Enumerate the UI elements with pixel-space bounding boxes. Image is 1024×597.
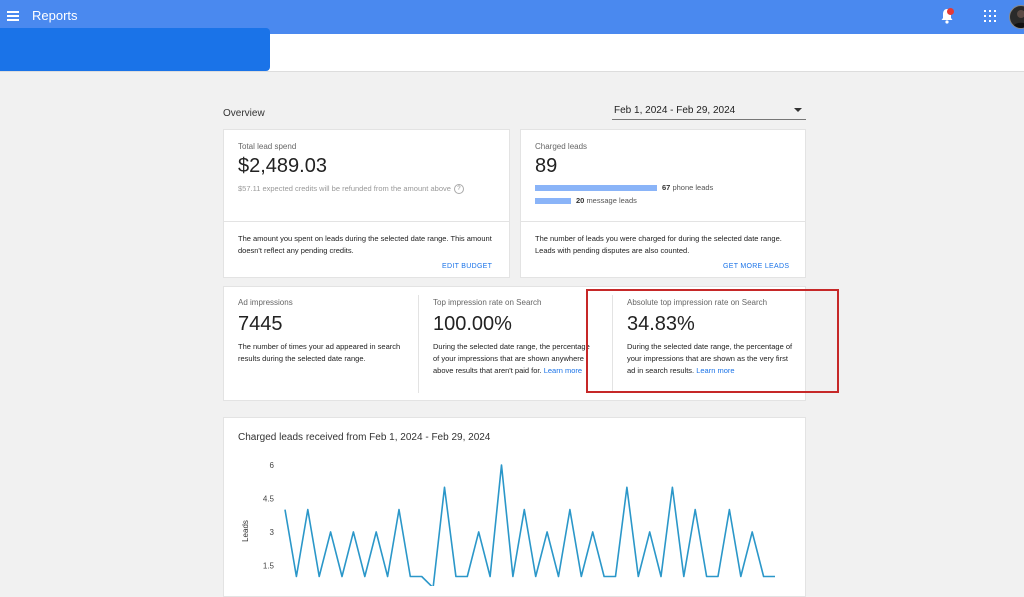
message-leads-legend: 20 message leads — [576, 196, 637, 205]
get-more-leads-button[interactable]: GET MORE LEADS — [723, 263, 790, 270]
charged-leads-label: Charged leads — [535, 142, 588, 151]
ad-impressions-value: 7445 — [238, 313, 283, 335]
lead-spend-description: The amount you spent on leads during the… — [238, 234, 492, 255]
card-divider — [224, 221, 509, 222]
credits-note: $57.11 expected credits will be refunded… — [238, 184, 464, 195]
top-rate-learn-more-link[interactable]: Learn more — [543, 366, 583, 375]
app-title: Reports — [32, 8, 78, 23]
chart-title: Charged leads received from Feb 1, 2024 … — [238, 432, 491, 443]
message-leads-bar — [535, 198, 571, 204]
user-avatar[interactable] — [1009, 5, 1024, 29]
lead-spend-card: Total lead spend $2,489.03 $57.11 expect… — [223, 129, 510, 278]
overview-heading: Overview — [223, 108, 265, 119]
abs-top-rate-learn-more-link[interactable]: Learn more — [696, 366, 735, 375]
y-tick-label: 3 — [270, 528, 275, 537]
top-rate-value: 100.00% — [433, 313, 512, 335]
lead-spend-label: Total lead spend — [238, 142, 297, 151]
ad-impressions-label: Ad impressions — [238, 298, 293, 307]
phone-leads-count: 67 — [662, 183, 671, 192]
dropdown-caret-icon — [794, 108, 802, 112]
abs-top-rate-description-text: During the selected date range, the perc… — [627, 342, 793, 375]
column-divider — [612, 295, 613, 393]
charged-leads-value: 89 — [535, 155, 558, 177]
y-tick-label: 4.5 — [263, 494, 275, 503]
date-range-value: Feb 1, 2024 - Feb 29, 2024 — [614, 105, 736, 116]
top-rate-description: During the selected date range, the perc… — [433, 341, 595, 377]
abs-top-rate-value: 34.83% — [627, 313, 695, 335]
abs-top-rate-description: During the selected date range, the perc… — [627, 341, 793, 377]
impressions-card: Ad impressions 7445 The number of times … — [223, 286, 806, 401]
message-leads-count: 20 — [576, 196, 585, 205]
credits-note-text: $57.11 expected credits will be refunded… — [238, 184, 451, 193]
leads-series-line — [284, 464, 775, 586]
menu-icon[interactable] — [7, 11, 19, 21]
abs-top-rate-label: Absolute top impression rate on Search — [627, 298, 768, 307]
notification-badge — [947, 8, 954, 15]
phone-leads-bar — [535, 185, 657, 191]
y-axis-label: Leads — [241, 520, 250, 542]
apps-grid-icon[interactable] — [984, 10, 996, 22]
account-banner — [0, 28, 270, 71]
help-icon[interactable]: ? — [453, 184, 464, 195]
edit-budget-button[interactable]: EDIT BUDGET — [442, 263, 493, 270]
highlight-annotation-box — [586, 289, 839, 393]
date-range-select[interactable]: Feb 1, 2024 - Feb 29, 2024 — [612, 100, 806, 120]
ad-impressions-description: The number of times your ad appeared in … — [238, 342, 401, 363]
card-divider — [521, 221, 805, 222]
lead-spend-value: $2,489.03 — [238, 155, 327, 177]
charged-leads-card: Charged leads 89 67 phone leads 20 messa… — [520, 129, 806, 278]
column-divider — [418, 295, 419, 393]
top-rate-label: Top impression rate on Search — [433, 298, 542, 307]
top-rate-description-text: During the selected date range, the perc… — [433, 342, 590, 375]
y-tick-label: 1.5 — [263, 561, 275, 570]
y-tick-label: 6 — [270, 461, 275, 470]
message-leads-text: message leads — [586, 196, 637, 205]
charged-leads-description: The number of leads you were charged for… — [535, 234, 782, 255]
phone-leads-legend: 67 phone leads — [662, 183, 713, 192]
leads-line-chart: Leads 6 4.5 3 1.5 — [241, 461, 775, 586]
phone-leads-text: phone leads — [672, 183, 714, 192]
